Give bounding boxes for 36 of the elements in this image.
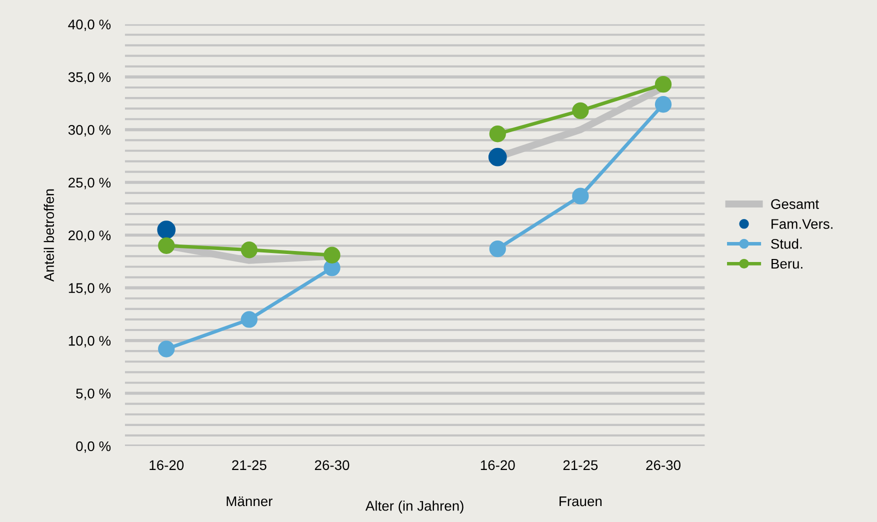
point	[654, 76, 672, 93]
point	[240, 242, 258, 258]
point	[488, 148, 507, 166]
x-tick-label: 26-30	[646, 460, 680, 470]
point	[240, 311, 258, 328]
legend-label: Stud.	[771, 238, 802, 249]
point	[324, 246, 340, 264]
y-tick-label: 35,0 %	[68, 72, 111, 84]
x-tick-label: 26-30	[314, 460, 350, 470]
x-tick-label: 21-25	[232, 460, 266, 470]
text: Frauen	[560, 496, 602, 506]
legend-label: Gesamt	[771, 199, 819, 209]
y-tick-label: 15,0 %	[68, 283, 111, 295]
legend-label: Beru.	[772, 258, 802, 269]
point	[489, 240, 506, 258]
x-tick-label: 21-25	[563, 460, 598, 470]
y-tick-label: 5,0 %	[76, 388, 111, 400]
point	[158, 237, 175, 254]
point	[572, 102, 589, 120]
legend-label: Fam.Vers.	[772, 219, 832, 229]
y-tick-label: 10,0 %	[68, 336, 111, 348]
point	[489, 126, 506, 142]
x-axis-title: Alter (in Jahren)	[365, 500, 464, 514]
y-tick-label: 25,0 %	[68, 178, 111, 190]
y-axis-title: Anteil betroffen	[44, 189, 54, 282]
y-tick-label: 30,0 %	[68, 125, 111, 136]
y-tick-label: 40,0 %	[68, 20, 111, 32]
x-tick-label: 16-20	[150, 460, 184, 470]
y-tick-label: 20,0 %	[68, 230, 111, 242]
y-tick-label: 0,0 %	[76, 441, 111, 453]
text: Männer	[226, 496, 273, 506]
point	[572, 188, 589, 204]
point	[157, 220, 176, 240]
x-tick-label: 16-20	[480, 460, 515, 470]
point	[158, 340, 175, 358]
point	[654, 96, 672, 113]
